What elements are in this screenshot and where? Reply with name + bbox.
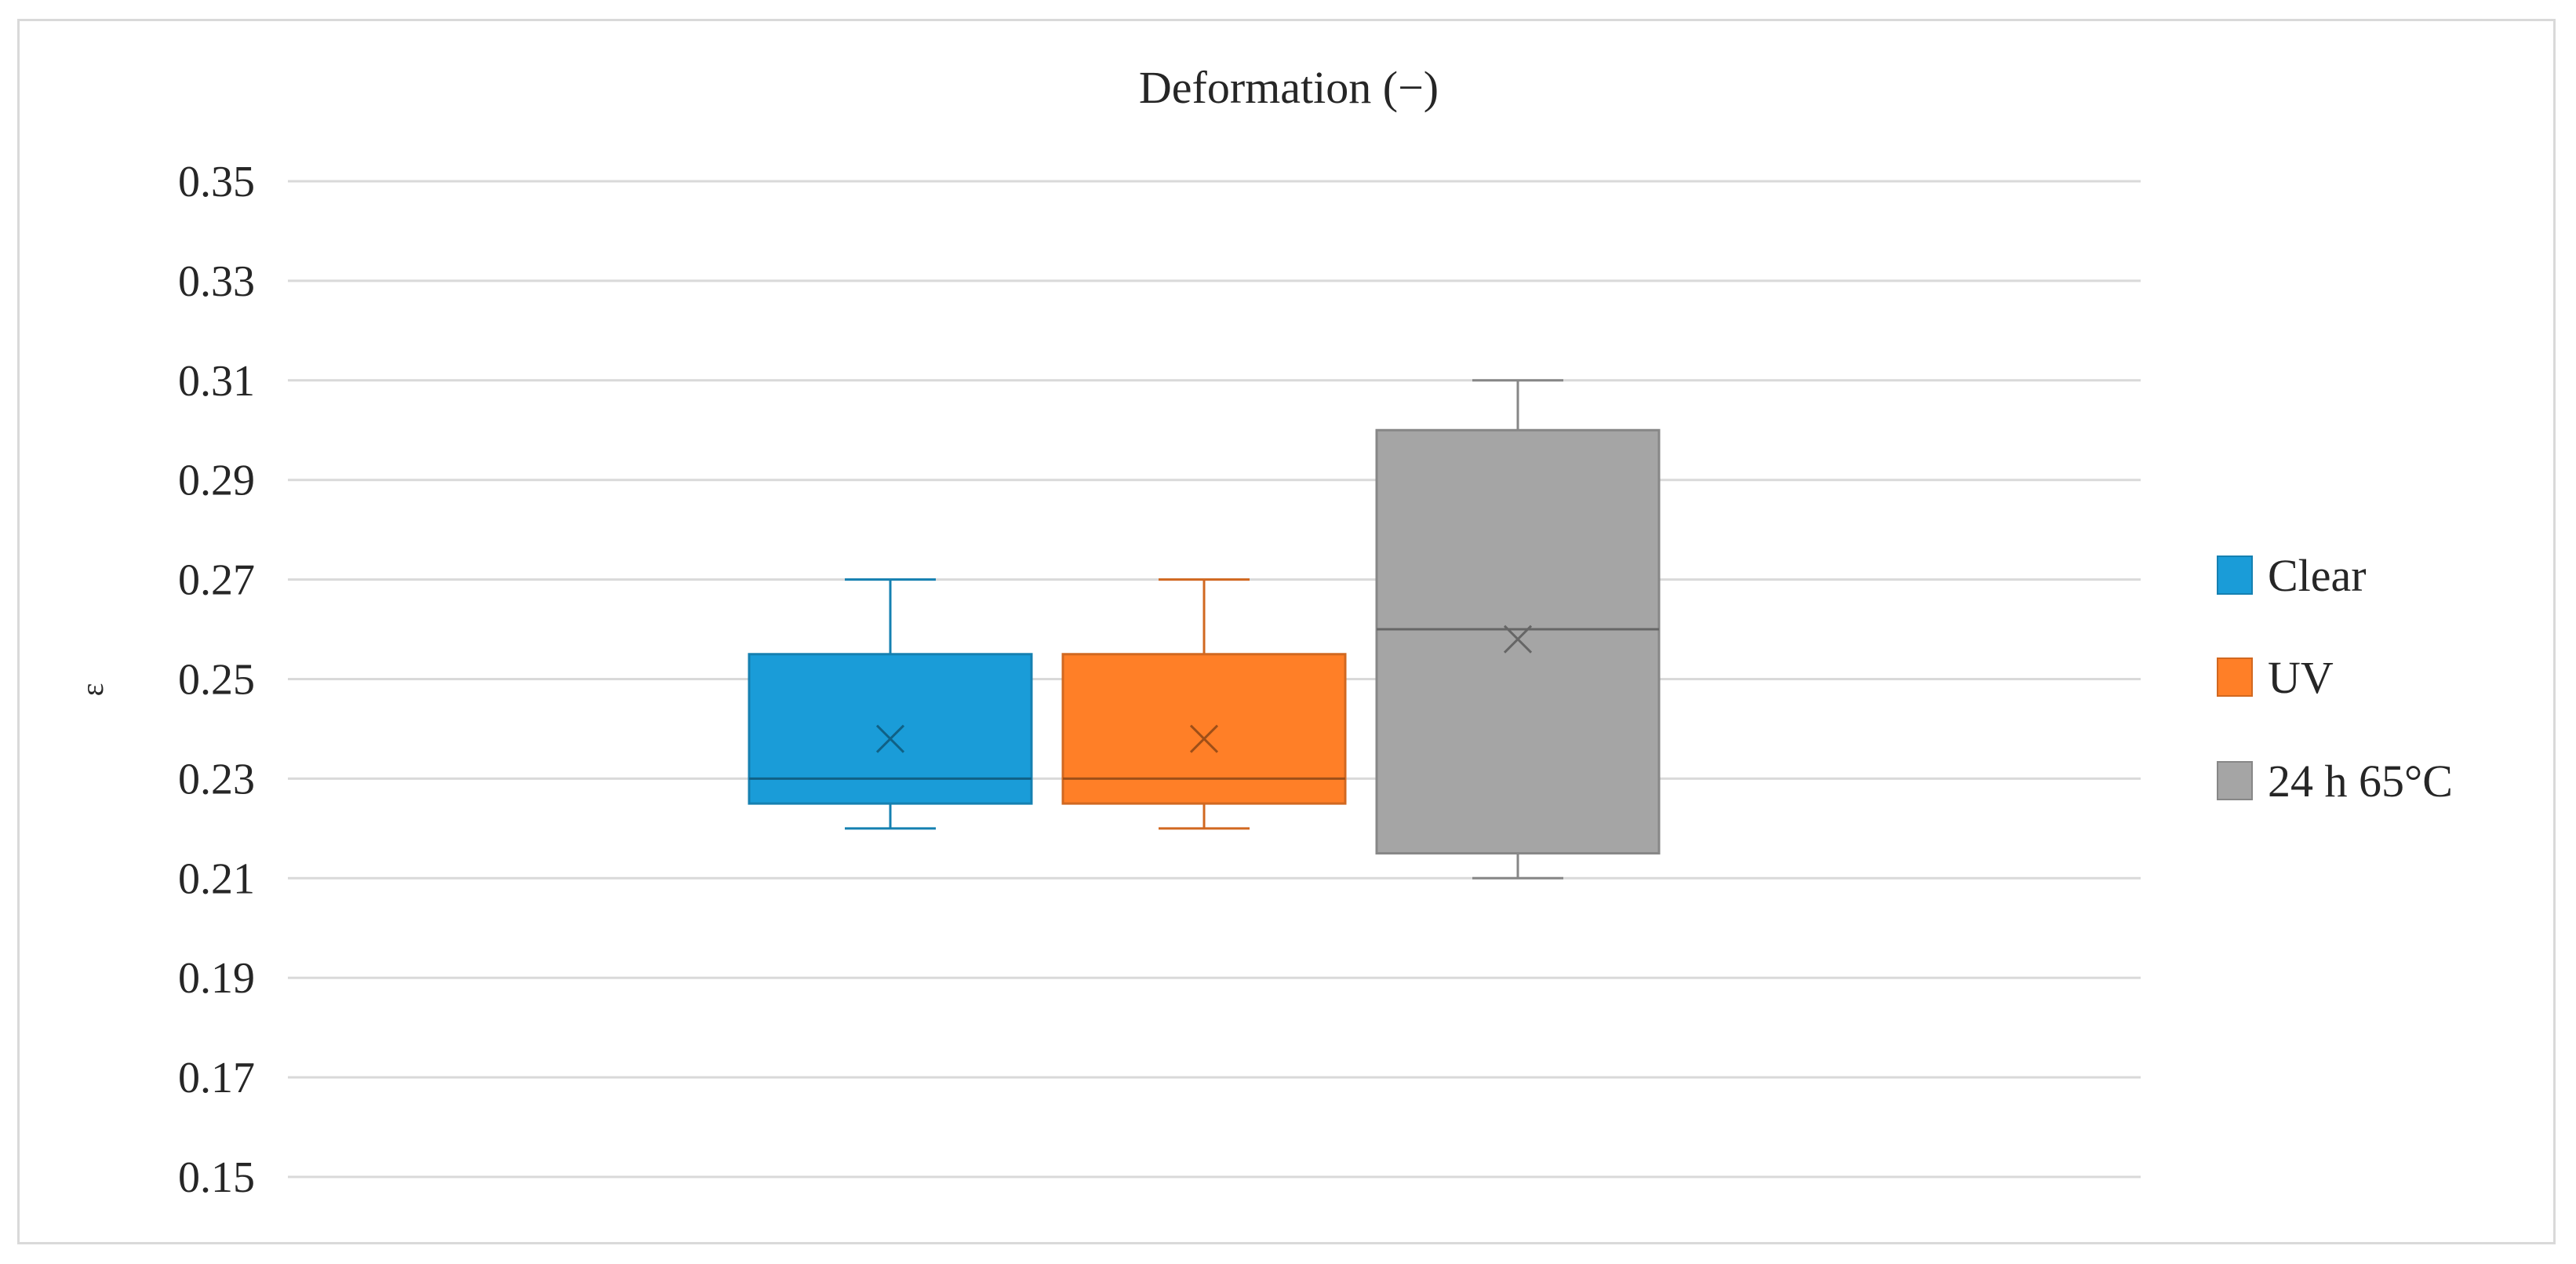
y-tick-label: 0.27: [178, 556, 255, 605]
y-tick-label: 0.33: [178, 257, 255, 306]
mean-marker: [875, 724, 905, 753]
box-rect: [748, 653, 1033, 805]
y-tick-label: 0.29: [178, 457, 255, 505]
box-rect: [1375, 428, 1661, 855]
mean-marker: [1189, 724, 1219, 753]
y-axis-label: ε: [75, 683, 110, 697]
legend-label: UV: [2268, 652, 2334, 703]
box-rect: [1061, 653, 1347, 805]
y-tick-label: 0.17: [178, 1054, 255, 1102]
legend-swatch: [2217, 761, 2253, 800]
y-tick-label: 0.31: [178, 357, 255, 406]
boxes-layer: [748, 379, 1661, 880]
legend-label: 24 h 65°C: [2268, 756, 2453, 807]
legend-swatch: [2217, 556, 2253, 595]
chart-frame: Deformation (−) ε 0.15 0.17 0.19 0.21 0.23 0.…: [17, 19, 2556, 1244]
y-tick-label: 0.19: [178, 954, 255, 1003]
legend-label: Clear: [2268, 550, 2367, 601]
box-1: [748, 578, 1033, 830]
chart-title: Deformation (−): [1139, 62, 1439, 113]
box-2: [1061, 578, 1347, 830]
y-tick-label: 0.23: [178, 755, 255, 803]
y-tick-label: 0.15: [178, 1153, 255, 1202]
mean-marker-stroke: [1189, 724, 1219, 753]
chart-svg: Deformation (−) ε 0.15 0.17 0.19 0.21 0.23 0.…: [75, 62, 2453, 1202]
y-tick-label: 0.25: [178, 656, 255, 705]
mean-marker: [1503, 625, 1533, 654]
legend: Clear UV 24 h 65°C: [2217, 550, 2453, 807]
mean-marker-stroke: [1503, 625, 1533, 654]
box-3: [1375, 379, 1661, 880]
mean-marker-stroke: [875, 724, 905, 753]
y-tick-label: 0.21: [178, 854, 255, 903]
legend-swatch: [2217, 657, 2253, 697]
y-tick-label: 0.35: [178, 158, 255, 206]
